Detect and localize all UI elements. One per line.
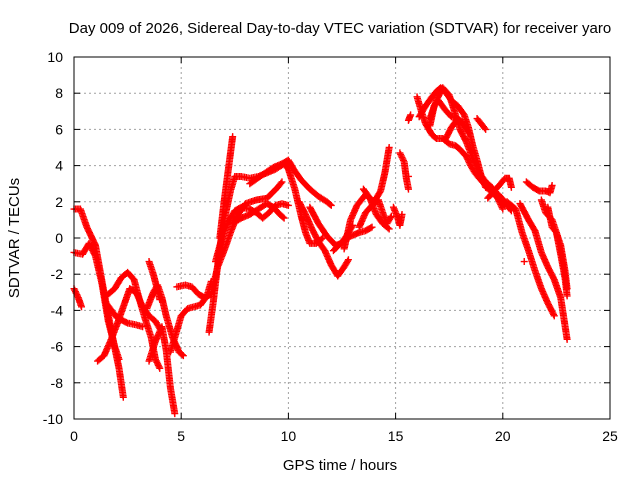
- data-point-marker: [327, 201, 335, 209]
- y-tick-label: -4: [51, 302, 64, 318]
- data-points: [70, 84, 571, 418]
- data-point-marker: [326, 201, 334, 209]
- data-point-marker: [156, 364, 164, 372]
- y-tick-label: 6: [55, 121, 63, 137]
- data-point-marker: [385, 144, 393, 151]
- data-point-marker: [385, 225, 393, 233]
- y-tick-label: 8: [55, 85, 63, 101]
- data-point-marker: [78, 303, 86, 311]
- x-axis-label: GPS time / hours: [283, 457, 397, 474]
- data-point-marker: [399, 156, 407, 164]
- data-point-marker: [481, 124, 489, 132]
- y-axis-label: SDTVAR / TECUs: [6, 178, 23, 298]
- x-tick-label: 20: [495, 428, 511, 444]
- x-tick-label: 10: [281, 428, 297, 444]
- chart-title: Day 009 of 2026, Sidereal Day-to-day VTE…: [69, 20, 611, 37]
- y-tick-label: 0: [55, 230, 63, 246]
- data-point-marker: [179, 352, 187, 360]
- data-point-marker: [407, 111, 415, 119]
- y-tick-label: -2: [51, 266, 64, 282]
- data-point-marker: [280, 214, 288, 222]
- x-tick-label: 25: [602, 428, 618, 444]
- data-point-marker: [482, 125, 490, 133]
- x-tick-label: 5: [177, 428, 185, 444]
- data-point-marker: [171, 410, 179, 418]
- y-tick-label: -8: [51, 375, 64, 391]
- data-point-marker: [344, 256, 352, 264]
- data-point-marker: [464, 128, 472, 136]
- data-point-marker: [563, 292, 571, 300]
- data-point-marker: [520, 258, 528, 266]
- x-tick-label: 0: [70, 428, 78, 444]
- data-point-marker: [384, 224, 392, 232]
- data-point-marker: [344, 257, 352, 265]
- y-tick-label: 2: [55, 194, 63, 210]
- y-tick-label: 4: [55, 158, 63, 174]
- x-tick-label: 15: [388, 428, 404, 444]
- data-point-marker: [156, 296, 164, 304]
- data-point-marker: [284, 201, 292, 209]
- data-point-marker: [119, 393, 127, 401]
- data-point-marker: [277, 179, 285, 187]
- data-point-marker: [499, 205, 507, 213]
- data-point-marker: [563, 335, 571, 343]
- data-point-marker: [279, 213, 287, 221]
- data-point-marker: [115, 355, 123, 363]
- data-point-marker: [550, 310, 558, 318]
- plot-frame: [73, 56, 611, 420]
- data-point-marker: [386, 214, 394, 222]
- data-point-marker: [367, 224, 375, 232]
- data-point-marker: [178, 351, 186, 359]
- data-point-marker: [229, 133, 237, 141]
- data-point-marker: [498, 204, 506, 212]
- data-point-marker: [404, 172, 412, 180]
- data-point-marker: [507, 183, 515, 191]
- y-tick-label: 10: [47, 49, 63, 65]
- data-point-marker: [155, 363, 163, 371]
- data-point-marker: [398, 210, 406, 218]
- data-point-marker: [464, 129, 472, 137]
- data-point-marker: [278, 178, 286, 186]
- y-tick-label: -6: [51, 339, 64, 355]
- data-point-marker: [550, 312, 558, 320]
- data-point-marker: [548, 182, 556, 190]
- y-tick-label: -10: [43, 411, 63, 427]
- data-point-marker: [404, 185, 412, 193]
- data-point-marker: [368, 223, 376, 231]
- axis-ticks: 0 5 10 15 20 25 -10 -8 -6 -4 -2 0 2 4 6 8 10: [43, 49, 618, 444]
